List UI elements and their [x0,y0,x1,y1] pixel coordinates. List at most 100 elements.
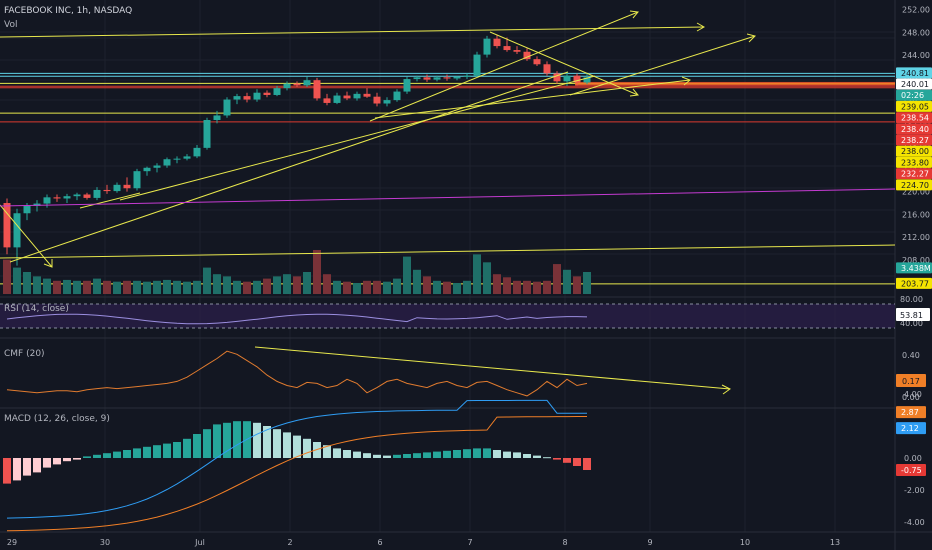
candle [3,198,11,255]
candle [403,76,411,94]
rsi-title: RSI (14, close) [4,304,69,314]
volume-bar [573,276,581,294]
candle [193,145,201,159]
rsi-value-badge: 53.81 [900,311,923,320]
volume-bar [523,280,531,294]
volume-bar [83,280,91,294]
volume-bar [143,281,151,294]
macd-bar [363,453,371,458]
price-tick: 216.00 [902,210,930,219]
volume-bar [333,280,341,294]
candle [573,73,581,86]
trendline-bottom[interactable] [0,244,896,259]
trendline-rising-4[interactable] [569,35,756,96]
macd-bar [533,455,541,458]
volume-bar [163,279,171,294]
macd-bar [193,434,201,458]
macd-tick: 4.00 [904,390,922,399]
volume-bar [153,280,161,294]
candle [303,76,311,88]
macd-bar [563,458,571,463]
trendline-long-top[interactable] [0,26,705,38]
volume-bar [93,278,101,294]
price-badge-text: 3.438M [901,264,931,273]
volume-bar [563,269,571,294]
candle [203,117,211,150]
trendline-rising-3[interactable] [119,75,596,201]
candle [293,81,301,88]
macd-bar [283,432,291,458]
price-badge-text: 240.01 [901,80,929,89]
volume-bar [3,259,11,294]
volume-bar [293,276,301,294]
macd-bar [173,442,181,458]
macd-signal-line [6,416,587,532]
trendline-drop[interactable] [0,204,53,268]
time-label: 6 [377,538,382,547]
trendlines[interactable] [0,10,896,268]
rsi-value-badge-bg [896,308,930,321]
volume-bar [343,281,351,294]
candle [453,76,461,81]
volume-bar [473,254,481,294]
volume-bar [193,280,201,294]
macd-badge-text: 2.12 [901,424,919,433]
candle [53,194,61,202]
candle [473,51,481,77]
candle [423,74,431,82]
macd-bar [523,454,531,458]
trendline-magenta[interactable] [0,188,896,207]
price-badge [896,262,932,274]
price-badge [896,112,932,124]
macd-bar [273,429,281,458]
volume-bar [463,280,471,294]
candle [63,193,71,204]
volume-bar [353,283,361,294]
grid-lines [0,0,895,532]
candle [533,56,541,66]
arrow-head [721,384,731,395]
volume-bar [493,274,501,294]
trendline-rising-2[interactable] [9,71,569,263]
volume-bar [363,280,371,294]
macd-bar [293,435,301,458]
volume-bar [103,280,111,294]
macd-bar [463,449,471,458]
candle [543,61,551,76]
candle [433,75,441,82]
price-badge-text: 224.70 [901,181,929,190]
price-badge [896,156,932,168]
macd-bar [493,450,501,458]
volume-bar [453,283,461,294]
price-tick: 220.00 [902,188,930,197]
candle [273,85,281,97]
macd-bar [63,458,71,462]
volume-bar [23,272,31,294]
macd-bar [483,448,491,458]
volume-bar [483,262,491,294]
macd-bar [323,445,331,458]
cmf-line [6,350,588,397]
time-axis[interactable]: 29 30 Jul 2 6 7 8 9 10 13 [7,538,840,547]
candlesticks [3,35,591,266]
trendline-channel[interactable] [374,79,691,119]
candle [93,187,101,201]
trendline-down[interactable] [489,31,639,96]
candle [513,46,521,55]
macd-bar [583,458,591,470]
price-tick: 240.00 [902,74,930,83]
macd-bar [253,422,261,458]
price-tick: 244.00 [902,51,930,60]
macd-bar [503,451,511,458]
volume-bar [123,280,131,294]
trendline-rising-1[interactable] [369,11,639,122]
time-label: 9 [647,538,652,547]
macd-bar [413,453,421,458]
candle [463,73,471,80]
trendline-low[interactable] [79,192,141,209]
macd-bar [373,454,381,458]
macd-bar [93,454,101,458]
macd-title: MACD (12, 26, close, 9) [4,414,110,424]
candle [143,166,151,176]
